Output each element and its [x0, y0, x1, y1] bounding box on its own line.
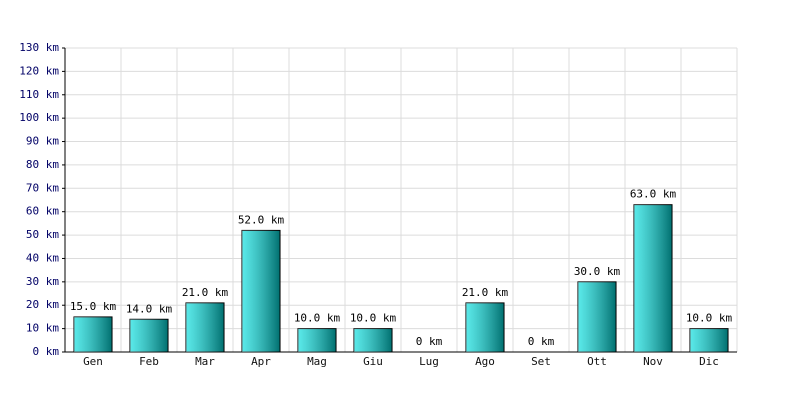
bar	[353, 328, 393, 353]
x-tick-label: Lug	[419, 355, 439, 368]
value-label: 21.0 km	[462, 286, 509, 299]
value-label: 52.0 km	[238, 213, 285, 226]
y-tick-label: 100 km	[19, 111, 59, 124]
value-label: 10.0 km	[294, 312, 341, 325]
y-tick-label: 50 km	[26, 228, 59, 241]
y-tick-label: 70 km	[26, 181, 59, 194]
bar	[297, 328, 337, 353]
value-label: 15.0 km	[70, 300, 117, 313]
x-tick-label: Mar	[195, 355, 215, 368]
bar	[185, 302, 225, 353]
value-label: 10.0 km	[686, 312, 733, 325]
x-tick-label: Set	[531, 355, 551, 368]
bar	[73, 316, 113, 353]
value-label: 0 km	[528, 335, 555, 348]
x-tick-label: Apr	[251, 355, 271, 368]
y-tick-label: 10 km	[26, 322, 59, 335]
bar	[633, 204, 673, 353]
x-tick-label: Nov	[643, 355, 663, 368]
y-tick-label: 80 km	[26, 158, 59, 171]
value-label: 14.0 km	[126, 302, 173, 315]
bar	[465, 302, 505, 353]
y-tick-label: 0 km	[33, 345, 60, 358]
x-tick-label: Dic	[699, 355, 719, 368]
bar	[689, 328, 729, 353]
bar	[129, 318, 169, 353]
x-tick-label: Ago	[475, 355, 495, 368]
value-label: 0 km	[416, 335, 443, 348]
x-tick-label: Ott	[587, 355, 607, 368]
y-tick-label: 130 km	[19, 41, 59, 54]
y-tick-label: 40 km	[26, 251, 59, 264]
x-tick-label: Giu	[363, 355, 383, 368]
x-tick-label: Mag	[307, 355, 327, 368]
bar	[577, 281, 617, 353]
x-tick-label: Feb	[139, 355, 159, 368]
y-tick-label: 30 km	[26, 275, 59, 288]
value-label: 63.0 km	[630, 188, 677, 201]
y-tick-label: 110 km	[19, 88, 59, 101]
y-tick-label: 60 km	[26, 205, 59, 218]
y-tick-label: 90 km	[26, 135, 59, 148]
y-tick-label: 20 km	[26, 298, 59, 311]
value-label: 21.0 km	[182, 286, 229, 299]
value-label: 30.0 km	[574, 265, 621, 278]
bar	[241, 229, 281, 353]
x-tick-label: Gen	[83, 355, 103, 368]
value-label: 10.0 km	[350, 312, 397, 325]
y-tick-label: 120 km	[19, 64, 59, 77]
